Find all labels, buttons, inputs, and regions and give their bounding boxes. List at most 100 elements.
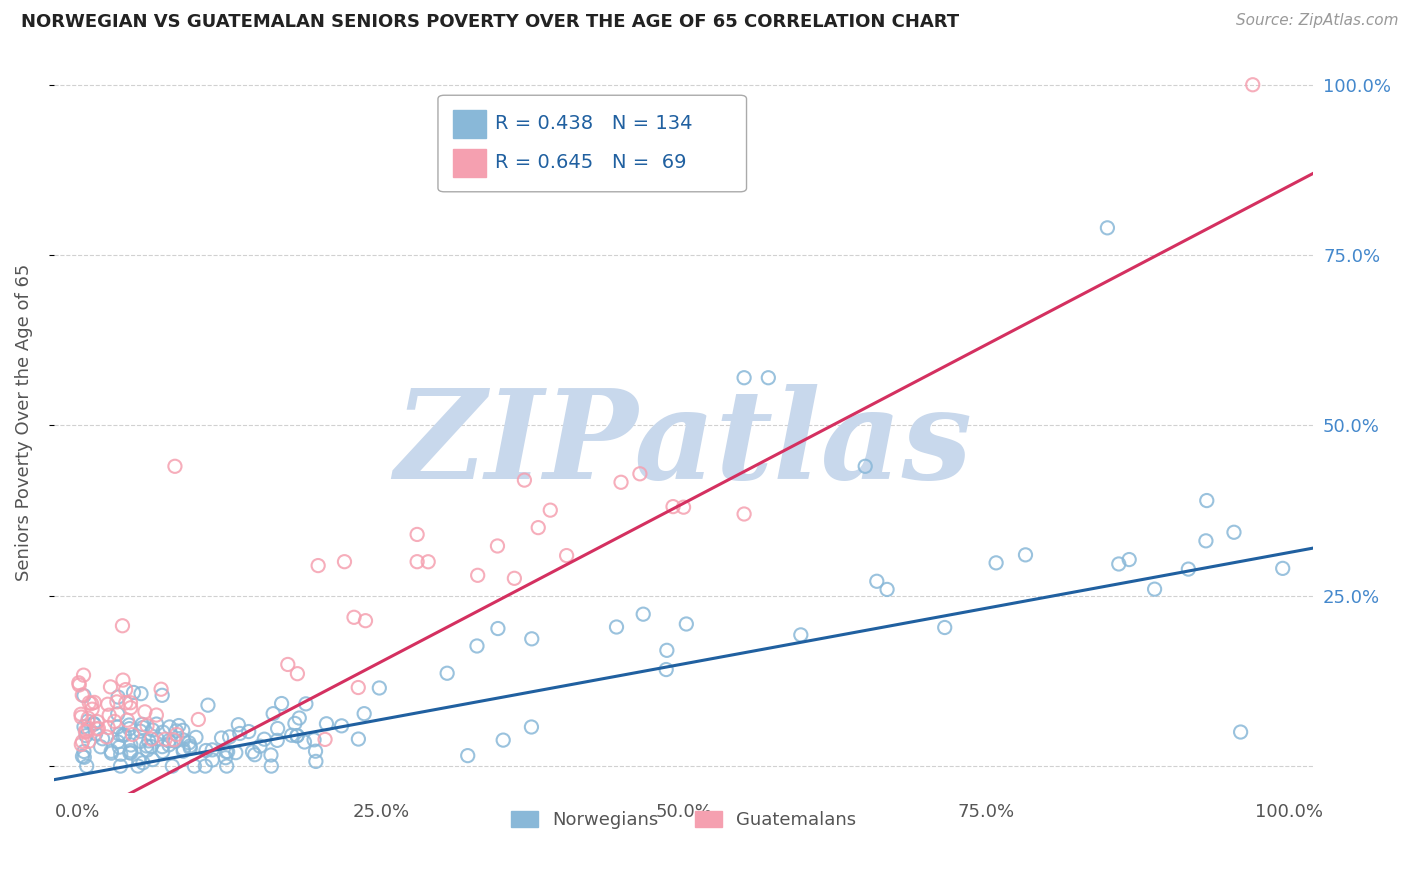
Point bbox=[201, 753, 224, 767]
Point bbox=[238, 724, 260, 739]
Point bbox=[295, 697, 318, 711]
Point bbox=[135, 739, 157, 753]
Point bbox=[114, 728, 136, 742]
Point bbox=[790, 628, 813, 642]
Point bbox=[343, 610, 366, 624]
Text: NORWEGIAN VS GUATEMALAN SENIORS POVERTY OVER THE AGE OF 65 CORRELATION CHART: NORWEGIAN VS GUATEMALAN SENIORS POVERTY … bbox=[21, 13, 959, 31]
Point bbox=[73, 720, 96, 734]
Point bbox=[465, 639, 488, 653]
Point bbox=[84, 726, 107, 740]
Point bbox=[1108, 557, 1130, 571]
Point bbox=[555, 549, 578, 563]
Point bbox=[75, 724, 97, 739]
Point bbox=[201, 743, 224, 757]
Point bbox=[90, 739, 112, 754]
Point bbox=[314, 732, 336, 747]
Point bbox=[242, 745, 264, 759]
Point bbox=[73, 750, 96, 764]
Point bbox=[120, 738, 142, 752]
Point bbox=[655, 643, 678, 657]
Point bbox=[120, 696, 142, 710]
Point bbox=[150, 682, 173, 697]
Point bbox=[211, 731, 233, 745]
Point bbox=[172, 744, 194, 758]
Point bbox=[110, 759, 132, 773]
Point bbox=[97, 698, 120, 712]
Point bbox=[86, 722, 108, 736]
Point bbox=[1177, 562, 1199, 576]
Point bbox=[277, 657, 299, 672]
FancyBboxPatch shape bbox=[453, 110, 486, 138]
Point bbox=[132, 721, 155, 735]
Point bbox=[184, 731, 207, 745]
Point bbox=[347, 681, 370, 695]
Point bbox=[984, 556, 1007, 570]
Point bbox=[330, 719, 353, 733]
Point bbox=[217, 745, 239, 759]
Point bbox=[307, 558, 329, 573]
Point bbox=[128, 753, 150, 767]
Point bbox=[86, 714, 108, 729]
Point bbox=[100, 746, 122, 760]
FancyBboxPatch shape bbox=[437, 95, 747, 192]
Point bbox=[756, 370, 779, 384]
Point bbox=[287, 666, 309, 681]
Point bbox=[436, 666, 458, 681]
Point bbox=[108, 727, 131, 741]
Point bbox=[177, 736, 200, 750]
Point bbox=[288, 711, 311, 725]
Point bbox=[100, 680, 122, 694]
Point bbox=[354, 614, 377, 628]
Point bbox=[866, 574, 889, 589]
Text: Source: ZipAtlas.com: Source: ZipAtlas.com bbox=[1236, 13, 1399, 29]
Point bbox=[179, 741, 201, 756]
Point bbox=[733, 507, 755, 521]
Point bbox=[82, 702, 104, 716]
Point bbox=[418, 555, 440, 569]
Point bbox=[111, 728, 134, 742]
Point bbox=[315, 716, 337, 731]
Point bbox=[152, 745, 174, 759]
Point bbox=[853, 459, 876, 474]
Point bbox=[215, 745, 238, 759]
Point bbox=[333, 555, 356, 569]
Point bbox=[1143, 582, 1166, 596]
Point bbox=[249, 739, 271, 754]
Point bbox=[159, 720, 181, 734]
Point bbox=[1229, 725, 1251, 739]
Point bbox=[285, 729, 308, 743]
Point bbox=[114, 682, 136, 697]
Point bbox=[195, 743, 218, 757]
Point bbox=[72, 688, 94, 702]
Point bbox=[1097, 220, 1119, 235]
Point bbox=[486, 622, 509, 636]
Point bbox=[165, 723, 187, 738]
Point bbox=[134, 705, 156, 719]
Point bbox=[1195, 493, 1218, 508]
Point bbox=[1014, 548, 1036, 562]
Point bbox=[260, 759, 283, 773]
Point bbox=[733, 370, 755, 384]
Point bbox=[302, 732, 325, 747]
Point bbox=[655, 663, 678, 677]
Y-axis label: Seniors Poverty Over the Age of 65: Seniors Poverty Over the Age of 65 bbox=[15, 263, 32, 581]
Point bbox=[163, 732, 186, 747]
Point bbox=[194, 759, 217, 773]
Point bbox=[218, 730, 240, 744]
Point bbox=[107, 735, 129, 749]
Point bbox=[157, 738, 180, 752]
Point bbox=[83, 716, 105, 731]
Point bbox=[76, 759, 98, 773]
Point bbox=[304, 744, 326, 758]
Point bbox=[513, 473, 536, 487]
Point bbox=[628, 467, 651, 481]
Text: R = 0.645   N =  69: R = 0.645 N = 69 bbox=[495, 153, 686, 171]
Point bbox=[183, 759, 205, 773]
Point bbox=[136, 743, 159, 757]
Point bbox=[138, 734, 160, 748]
Point bbox=[503, 571, 526, 585]
Point bbox=[294, 735, 316, 749]
Point bbox=[73, 689, 96, 703]
Point bbox=[285, 729, 308, 743]
Point bbox=[142, 753, 165, 767]
